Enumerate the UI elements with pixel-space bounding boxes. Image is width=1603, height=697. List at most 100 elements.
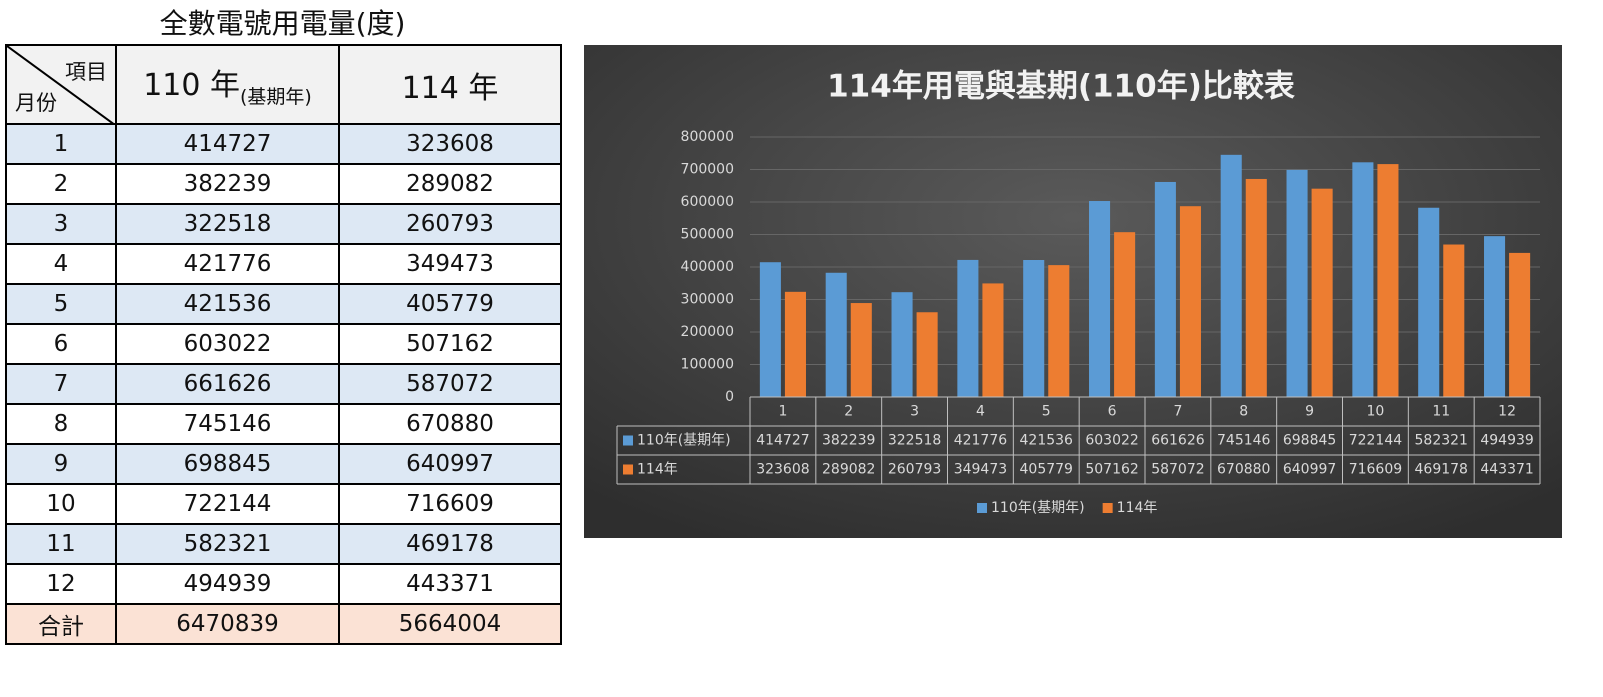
bar — [982, 283, 1004, 397]
bar — [1023, 260, 1045, 397]
data-label: 421536 — [1020, 433, 1074, 449]
x-tick-label: 4 — [976, 404, 985, 420]
table-cell: 10 — [5, 483, 117, 525]
data-label: 494939 — [1480, 433, 1533, 449]
table-cell: 405779 — [338, 283, 562, 325]
table-title: 全數電號用電量(度) — [159, 7, 406, 40]
table-row: 合計 6470839 5664004 — [5, 603, 562, 645]
bar — [1443, 244, 1465, 397]
data-label: 349473 — [954, 462, 1007, 478]
table-cell: 6 — [5, 323, 117, 365]
table-cell: 587072 — [338, 363, 562, 405]
data-label: 722144 — [1349, 433, 1403, 449]
x-tick-label: 12 — [1498, 404, 1516, 420]
bar — [1114, 232, 1136, 397]
bar — [1509, 252, 1531, 397]
table-cell: 661626 — [115, 363, 340, 405]
bar — [1311, 188, 1333, 397]
x-tick-label: 3 — [910, 404, 919, 420]
x-tick-label: 5 — [1042, 404, 1051, 420]
legend-label: 114年 — [1117, 500, 1158, 516]
series-label: 110年(基期年) — [637, 432, 731, 449]
chart-title: 114年用電與基期(110年)比較表 — [827, 69, 1295, 105]
column-header: 110 年(基期年) — [115, 44, 340, 125]
bar — [1048, 265, 1070, 397]
data-label: 443371 — [1480, 462, 1533, 478]
table-cell: 289082 — [338, 163, 562, 205]
table-cell: 1 — [5, 123, 117, 165]
bar — [784, 291, 806, 397]
data-label: 507162 — [1085, 462, 1138, 478]
x-tick-label: 11 — [1432, 404, 1450, 420]
bar — [759, 262, 781, 397]
data-label: 289082 — [822, 462, 875, 478]
y-tick-label: 400000 — [681, 259, 734, 275]
chart-background — [584, 45, 1562, 538]
data-label: 414727 — [756, 433, 809, 449]
data-label: 421776 — [954, 433, 1008, 449]
table-row: 11 582321 469178 — [5, 523, 562, 565]
data-label: 323608 — [756, 462, 809, 478]
table-cell: 421536 — [115, 283, 340, 325]
table-row: 5 421536 405779 — [5, 283, 562, 325]
table-cell: 603022 — [115, 323, 340, 365]
x-tick-label: 10 — [1367, 404, 1385, 420]
header-subtext: (基期年) — [239, 86, 312, 108]
y-tick-label: 0 — [725, 389, 734, 405]
corner-label: 月份 — [15, 91, 57, 115]
table-row: 12 494939 443371 — [5, 563, 562, 605]
chart: 114年用電與基期(110年)比較表 0 100000 200000 300000 40… — [584, 45, 1562, 538]
bar — [1179, 206, 1201, 397]
bar — [850, 303, 872, 397]
legend-key — [1102, 503, 1113, 513]
table-cell: 5 — [5, 283, 117, 325]
bar — [1352, 162, 1374, 397]
y-tick-label: 100000 — [681, 357, 734, 373]
y-tick-label: 700000 — [681, 162, 734, 178]
table-row: 7 661626 587072 — [5, 363, 562, 405]
bar — [916, 312, 938, 397]
table-row: 8 745146 670880 — [5, 403, 562, 445]
table-cell: 698845 — [115, 443, 340, 485]
x-tick-label: 2 — [844, 404, 853, 420]
table-cell: 8 — [5, 403, 117, 445]
data-label: 405779 — [1020, 462, 1073, 478]
legend-key — [623, 435, 633, 446]
bar — [891, 292, 913, 397]
table-cell: 722144 — [115, 483, 340, 525]
legend-label: 110年(基期年) — [991, 499, 1085, 516]
corner-label: 項目 — [65, 60, 107, 84]
table-cell: 7 — [5, 363, 117, 405]
table-cell: 507162 — [338, 323, 562, 365]
data-label: 260793 — [888, 462, 941, 478]
table-row: 6 603022 507162 — [5, 323, 562, 365]
table-cell: 414727 — [115, 123, 340, 165]
table-cell: 11 — [5, 523, 117, 565]
table-cell: 9 — [5, 443, 117, 485]
bar — [1220, 154, 1242, 397]
y-tick-label: 200000 — [681, 324, 734, 340]
table-row: 4 421776 349473 — [5, 243, 562, 285]
x-tick-label: 8 — [1239, 404, 1248, 420]
table-row: 2 382239 289082 — [5, 163, 562, 205]
data-label: 322518 — [888, 433, 941, 449]
table-cell: 6470839 — [115, 603, 340, 645]
bar — [1418, 207, 1440, 397]
bar — [1484, 236, 1506, 397]
table-cell: 745146 — [115, 403, 340, 445]
data-label: 640997 — [1283, 462, 1336, 478]
x-tick-label: 9 — [1305, 404, 1314, 420]
data-label: 698845 — [1283, 433, 1336, 449]
x-tick-label: 1 — [778, 404, 787, 420]
data-label: 745146 — [1217, 433, 1271, 449]
bar — [1154, 181, 1176, 397]
bar — [1089, 201, 1111, 397]
table-row: 9 698845 640997 — [5, 443, 562, 485]
data-label: 469178 — [1415, 462, 1468, 478]
data-label: 716609 — [1349, 462, 1402, 478]
data-table: 項目 月份 110 年(基期年) 114 年 1 414727 323608 2 382… — [5, 44, 562, 645]
table-cell: 716609 — [338, 483, 562, 525]
y-tick-label: 300000 — [681, 292, 734, 308]
bar — [957, 259, 979, 397]
table-cell: 4 — [5, 243, 117, 285]
